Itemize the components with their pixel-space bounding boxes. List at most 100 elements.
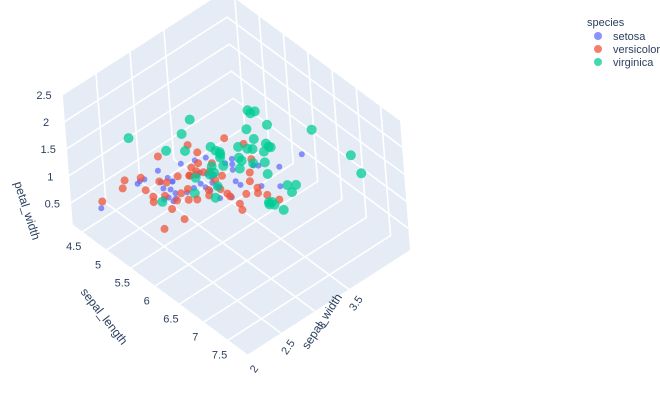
point-virginica (123, 133, 134, 144)
point-versicolor (242, 189, 251, 198)
point-setosa (237, 181, 244, 188)
point-setosa (177, 160, 184, 167)
point-setosa (169, 178, 176, 185)
point-setosa (202, 154, 209, 161)
point-virginica (262, 119, 272, 130)
y-tick-label: 2.5 (279, 338, 298, 357)
x-tick-label: 6.5 (163, 313, 178, 325)
point-virginica (157, 196, 168, 207)
legend-label-versicolor: versicolor (613, 44, 660, 56)
back-left-pane (62, 0, 235, 225)
point-setosa (167, 186, 174, 193)
point-virginica (356, 168, 367, 179)
point-setosa (228, 155, 235, 162)
y-tick-label: 3 (316, 320, 329, 332)
point-setosa (229, 161, 236, 168)
data-points (98, 105, 367, 233)
point-versicolor (153, 152, 162, 161)
legend-marker-virginica (594, 58, 602, 66)
point-virginica (161, 145, 172, 156)
point-virginica (263, 197, 274, 208)
x-tick-label: 7.5 (212, 350, 227, 362)
y-tick-label: 2 (248, 363, 261, 375)
legend-marker-versicolor (594, 45, 602, 53)
point-virginica (233, 152, 244, 163)
point-virginica (234, 163, 245, 174)
point-setosa (98, 205, 105, 212)
point-versicolor (173, 172, 182, 181)
point-setosa (277, 183, 284, 190)
point-versicolor (235, 199, 244, 208)
point-setosa (172, 190, 179, 197)
z-tick-label: 2 (43, 117, 49, 129)
point-versicolor (120, 176, 129, 185)
z-axis-title: petal_width (11, 180, 43, 242)
point-virginica (212, 181, 223, 192)
legend-title: species (587, 17, 625, 29)
point-versicolor (245, 168, 254, 177)
point-virginica (242, 105, 253, 116)
point-versicolor (136, 173, 145, 182)
grid-line-x (129, 33, 295, 270)
point-virginica (184, 114, 195, 125)
z-tick-label: 1 (47, 171, 53, 183)
point-virginica (218, 160, 229, 171)
legend-label-virginica: virginica (613, 57, 654, 69)
point-versicolor (194, 159, 203, 168)
point-versicolor (141, 186, 150, 195)
x-tick-label: 5.5 (115, 277, 130, 289)
point-versicolor (193, 148, 202, 157)
point-versicolor (245, 177, 254, 186)
point-versicolor (177, 189, 186, 198)
point-versicolor (184, 195, 193, 204)
point-setosa (197, 180, 204, 187)
point-versicolor (168, 205, 177, 213)
z-tick-label: 1.5 (41, 144, 56, 156)
point-setosa (229, 166, 236, 173)
point-versicolor (223, 189, 232, 198)
point-setosa (160, 185, 167, 192)
point-versicolor (263, 190, 272, 199)
point-virginica (262, 169, 273, 179)
point-virginica (259, 157, 270, 168)
point-versicolor (162, 178, 171, 187)
scene-3d[interactable]: 4.5 5 5.5 6 6.5 7 7.5 2 2.5 3 3.5 0.5 1 1.5 2 2.5 petal… (11, 0, 410, 375)
point-virginica (345, 150, 356, 161)
grid-line-z (61, 0, 401, 121)
point-virginica (248, 158, 259, 169)
grid-line-x (227, 105, 392, 342)
point-setosa (276, 163, 283, 170)
z-tick-label: 2.5 (36, 90, 51, 102)
grid-line-z (63, 16, 403, 148)
point-versicolor (183, 185, 192, 193)
x-tick-label: 4.5 (66, 241, 81, 253)
point-virginica (209, 167, 220, 178)
point-versicolor (253, 183, 262, 192)
point-virginica (214, 147, 225, 158)
point-setosa (298, 151, 305, 158)
y-tick-label: 3.5 (347, 294, 366, 313)
point-versicolor (173, 196, 182, 205)
point-virginica (242, 143, 253, 154)
grid-line-y (163, 29, 350, 291)
legend-marker-setosa (594, 32, 602, 40)
point-virginica (278, 204, 289, 215)
x-tick-label: 7 (192, 332, 198, 344)
x-tick-label: 5 (95, 259, 101, 271)
point-versicolor (218, 171, 226, 180)
point-virginica (190, 172, 201, 183)
grid-line-x (154, 51, 319, 288)
point-virginica (180, 146, 190, 156)
grid-line-x (202, 87, 368, 324)
point-versicolor (180, 215, 189, 224)
point-versicolor (149, 198, 158, 207)
legend-label-setosa: setosa (613, 31, 646, 43)
grid-line-x (178, 69, 343, 306)
point-versicolor (98, 197, 107, 206)
point-versicolor (118, 184, 127, 193)
point-virginica (306, 124, 317, 135)
point-virginica (291, 179, 301, 190)
point-versicolor (220, 134, 229, 143)
